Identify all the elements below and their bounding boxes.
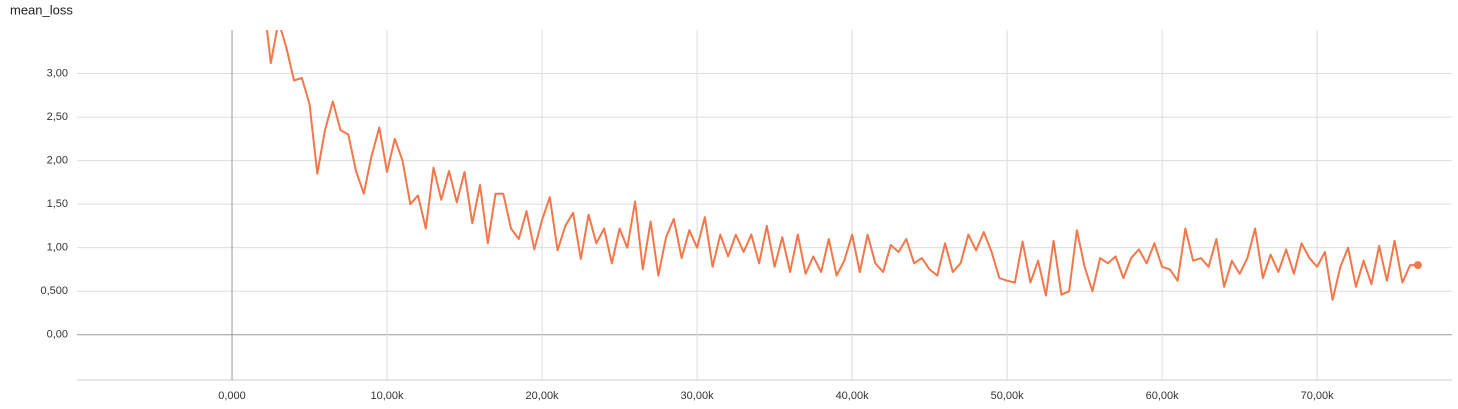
y-tick-label: 2,00 [47, 155, 68, 167]
y-tick-label: 1,50 [47, 198, 68, 210]
loss-line [265, 30, 1418, 301]
x-tick-label: 40,00k [836, 390, 870, 402]
x-tick-label: 10,00k [371, 390, 405, 402]
x-tick-label: 70,00k [1301, 390, 1335, 402]
x-tick-label: 20,00k [526, 390, 560, 402]
chart-title: mean_loss [10, 2, 73, 17]
x-tick-label: 30,00k [681, 390, 715, 402]
y-tick-label: 2,50 [47, 111, 68, 123]
x-tick-label: 50,00k [991, 390, 1025, 402]
y-tick-label: 1,00 [47, 242, 68, 254]
last-point [1413, 261, 1422, 270]
x-tick-label: 0,000 [218, 390, 246, 402]
y-tick-label: 0,500 [40, 285, 68, 297]
x-tick-label: 60,00k [1146, 390, 1180, 402]
y-tick-label: 0,00 [47, 329, 68, 341]
y-tick-label: 3,00 [47, 67, 68, 79]
